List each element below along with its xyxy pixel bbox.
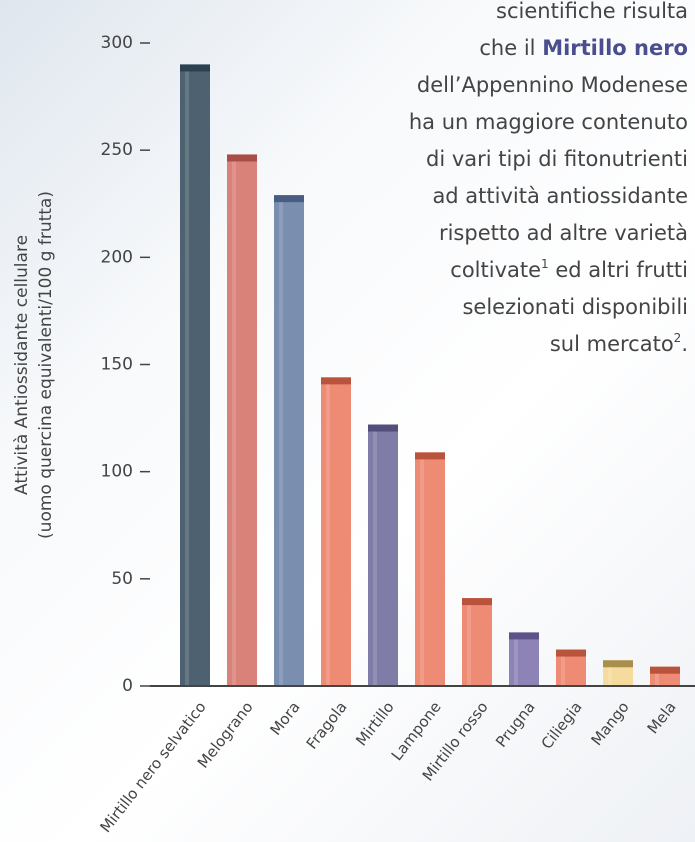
bar <box>227 154 257 686</box>
bar-cap <box>180 64 210 71</box>
annotation-text: scientifiche risulta <box>496 0 688 23</box>
bar-cap <box>368 425 398 432</box>
y-tick-label: 100 <box>101 462 133 482</box>
bar-shine <box>608 667 612 686</box>
bar-shine <box>373 432 377 686</box>
x-tick-label: Mora <box>266 698 303 739</box>
annotation-text: che il <box>479 36 542 60</box>
bar-cap <box>415 452 445 459</box>
bar-shine <box>655 674 659 686</box>
bar <box>180 64 210 686</box>
annotation-line: sul mercato2. <box>550 331 688 357</box>
y-tick-label: 250 <box>101 140 133 160</box>
annotation-text: coltivate <box>450 258 541 282</box>
annotation-text: . <box>681 332 688 356</box>
x-tick-label: Prugna <box>492 698 539 751</box>
bar <box>321 377 351 686</box>
annotation-text: 2 <box>674 331 682 345</box>
annotation-text: rispetto ad altre varietà <box>439 221 688 245</box>
bar-shine <box>185 71 189 686</box>
bar-shine <box>514 639 518 686</box>
bar-cap <box>321 377 351 384</box>
annotation-line: coltivate1 ed altri frutti <box>450 257 688 283</box>
x-tick-label: Ciliegia <box>538 698 586 752</box>
bar <box>368 425 398 686</box>
annotation-text: ha un maggiore contenuto <box>409 110 688 134</box>
x-tick-label: Mirtillo <box>352 698 397 749</box>
annotation-line: dell’Appennino Modenese <box>417 73 688 97</box>
annotation-line: che il Mirtillo nero <box>479 36 688 60</box>
y-tick-label: 300 <box>101 33 133 53</box>
bar-cap <box>603 660 633 667</box>
annotation-line: scientifiche risulta <box>496 0 688 23</box>
bar <box>415 452 445 686</box>
annotation-text: selezionati disponibili <box>462 295 688 319</box>
annotation-line: ha un maggiore contenuto <box>409 110 688 134</box>
y-tick-label: 0 <box>122 676 133 696</box>
bar-shine <box>467 605 471 686</box>
y-tick-label: 50 <box>111 569 133 589</box>
annotation-line: di vari tipi di fitonutrienti <box>426 147 688 171</box>
chart: scientifiche risulta che il Mirtillo nero… <box>0 0 695 842</box>
bar-cap <box>650 667 680 674</box>
x-tick-label: Mango <box>588 698 633 749</box>
x-tick-label: Mirtillo nero selvatico <box>96 698 209 836</box>
bar-shine <box>420 459 424 686</box>
annotation-text: sul mercato <box>550 332 674 356</box>
bar <box>462 598 492 686</box>
bar-cap <box>227 154 257 161</box>
annotation-line: rispetto ad altre varietà <box>439 221 688 245</box>
annotation-line: ad attività antiossidante <box>432 184 688 208</box>
x-tick-label: Mela <box>644 698 680 737</box>
annotation-line: selezionati disponibili <box>462 295 688 319</box>
bar-shine <box>279 202 283 686</box>
annotation-text: Mirtillo nero <box>542 36 688 60</box>
annotation-text: di vari tipi di fitonutrienti <box>426 147 688 171</box>
annotation-text: 1 <box>541 257 549 271</box>
y-tick-label: 200 <box>101 247 133 267</box>
y-axis-label: (uomo quercina equivalenti/100 g frutta) <box>36 191 56 539</box>
bar <box>509 632 539 686</box>
bar-cap <box>274 195 304 202</box>
bar <box>274 195 304 686</box>
bar-cap <box>556 650 586 657</box>
bar-cap <box>509 632 539 639</box>
annotation-text: ad attività antiossidante <box>432 184 688 208</box>
annotation-text: ed altri frutti <box>549 258 688 282</box>
bar-cap <box>462 598 492 605</box>
x-tick-label: Fragola <box>303 698 351 752</box>
y-axis-label: Attività Antiossidante cellulare <box>12 235 32 495</box>
annotation-text: dell’Appennino Modenese <box>417 73 688 97</box>
bar-shine <box>232 161 236 686</box>
bar-shine <box>326 384 330 686</box>
bar-shine <box>561 657 565 686</box>
y-tick-label: 150 <box>101 355 133 375</box>
